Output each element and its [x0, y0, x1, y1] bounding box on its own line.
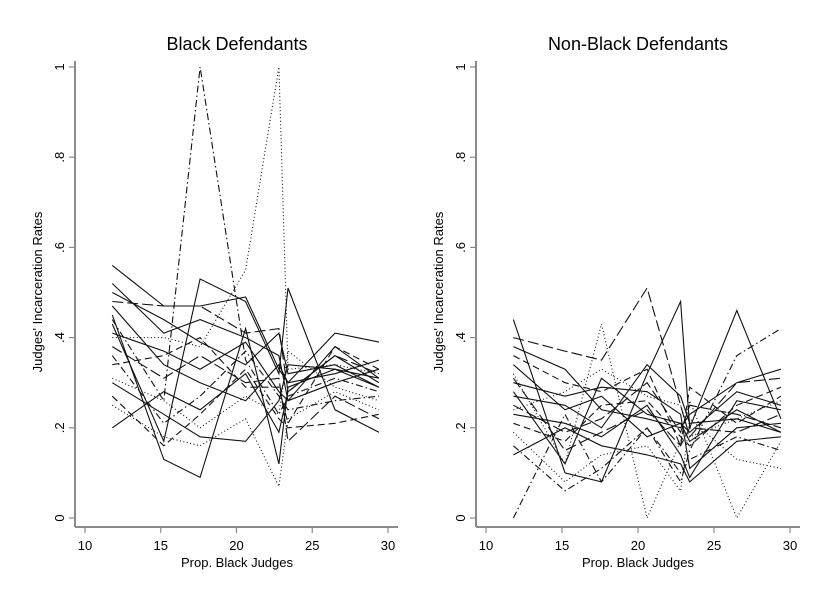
series-line-judge-3	[512, 328, 782, 519]
series-line-judge-5	[112, 66, 380, 375]
chart-title: Non-Black Defendants	[548, 34, 728, 54]
x-tick-label: 10	[479, 538, 493, 553]
series-line-judge-11	[513, 364, 782, 438]
y-tick-label: .8	[52, 152, 67, 163]
x-tick-label: 20	[229, 538, 243, 553]
panel-non-black-defendants: Non-Black Defendants Judges' Incarcerati…	[431, 34, 800, 570]
y-tick-label: 0	[453, 514, 468, 521]
series-lines	[111, 66, 380, 489]
y-tick-label: .8	[453, 152, 468, 163]
y-tick-label: 1	[52, 63, 67, 70]
y-tick-label: .2	[52, 422, 67, 433]
series-line-judge-7	[112, 336, 380, 425]
x-tick-label: 20	[631, 538, 645, 553]
series-line-judge-18	[112, 292, 380, 388]
panel-black-defendants: Black Defendants Judges' Incarceration R…	[30, 34, 398, 570]
x-tick-label: 30	[381, 538, 395, 553]
series-line-judge-2	[513, 286, 781, 438]
series-line-judge-14	[111, 305, 380, 402]
series-line-judge-18	[512, 377, 782, 452]
y-tick-label: .6	[52, 242, 67, 253]
series-line-judge-13	[513, 363, 782, 433]
series-line-judge-15	[513, 346, 782, 429]
series-line-judge-10	[513, 381, 782, 434]
series-line-judge-15	[112, 350, 380, 429]
x-tick-label: 15	[154, 538, 168, 553]
series-line-judge-12	[513, 426, 782, 492]
y-tick-label: .6	[453, 242, 468, 253]
series-line-judge-17	[513, 427, 781, 483]
series-line-judge-9	[112, 391, 380, 489]
x-tick-label: 15	[555, 538, 569, 553]
y-tick-label: 1	[453, 63, 468, 70]
y-axis-title: Judges' Incarceration Rates	[30, 211, 45, 372]
series-lines	[512, 286, 782, 520]
series-line-judge-6	[111, 278, 380, 444]
series-line-judge-14	[513, 386, 782, 447]
x-ticks: 10 15 20 25 30	[479, 527, 797, 553]
series-line-judge-9	[513, 382, 781, 470]
x-tick-label: 30	[783, 538, 797, 553]
chart-title: Black Defendants	[166, 34, 307, 54]
x-tick-label: 25	[305, 538, 319, 553]
x-axis-title: Prop. Black Judges	[181, 555, 294, 570]
series-line-judge-17	[111, 368, 380, 447]
x-tick-label: 25	[707, 538, 721, 553]
series-line-judge-16	[112, 332, 380, 402]
y-tick-label: .4	[453, 332, 468, 343]
x-tick-label: 10	[78, 538, 92, 553]
series-line-judge-11	[112, 346, 380, 443]
y-axis-title: Judges' Incarceration Rates	[431, 211, 446, 372]
x-axis-title: Prop. Black Judges	[582, 555, 695, 570]
series-line-judge-3	[111, 314, 380, 479]
y-tick-label: .2	[453, 422, 468, 433]
y-tick-label: 0	[52, 514, 67, 521]
series-line-judge-12	[111, 354, 380, 434]
y-tick-label: .4	[52, 332, 67, 343]
series-line-judge-10	[111, 283, 380, 402]
series-line-judge-1	[111, 264, 380, 384]
series-line-judge-1	[512, 299, 782, 483]
series-line-judge-13	[111, 350, 379, 425]
series-line-judge-8	[112, 364, 380, 442]
